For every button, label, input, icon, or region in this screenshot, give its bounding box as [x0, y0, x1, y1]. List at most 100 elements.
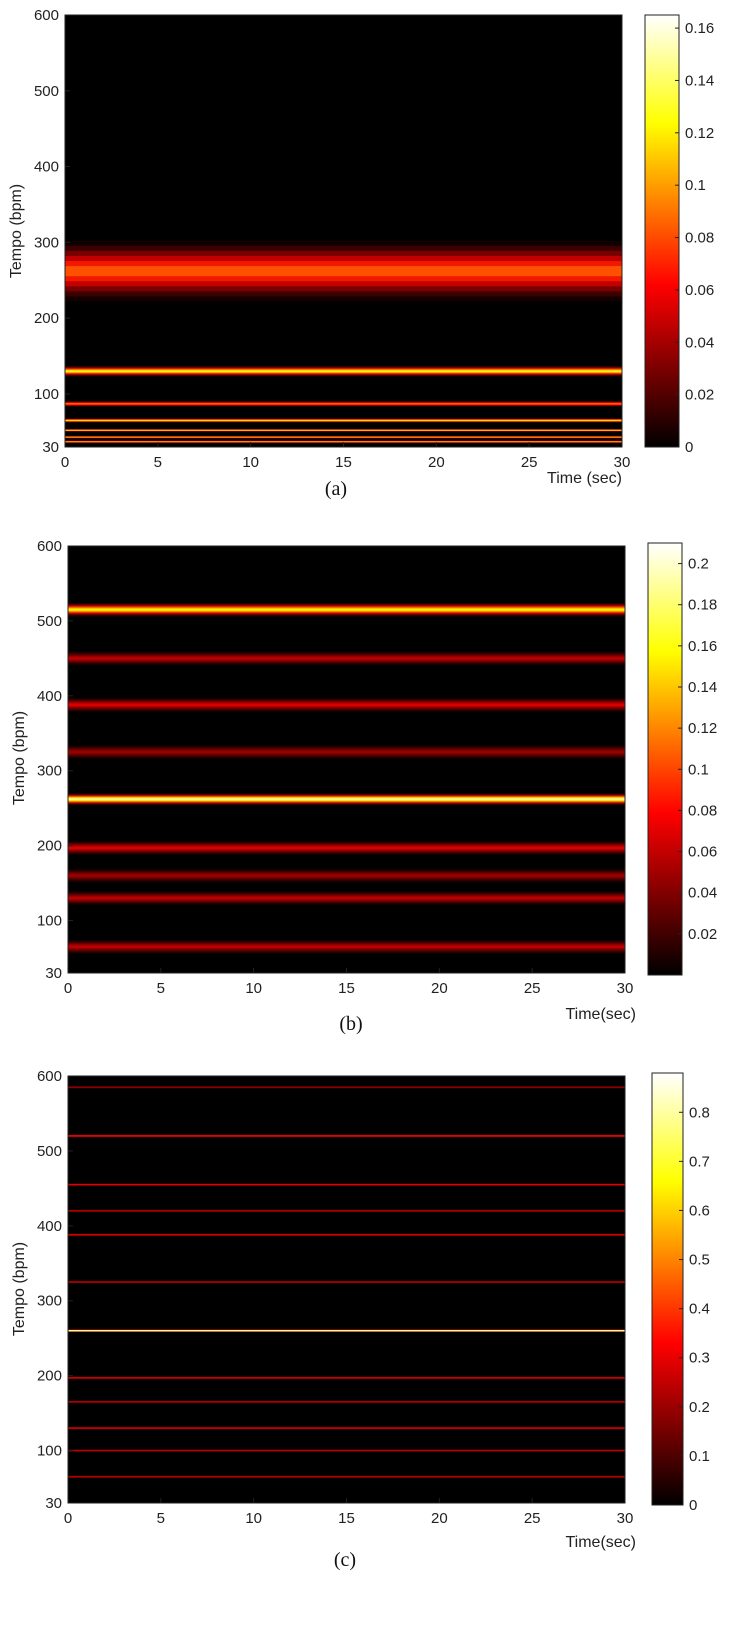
heatmap-band-455	[68, 1183, 625, 1187]
x-tick-label: 20	[431, 1510, 448, 1527]
heatmap-band-450	[68, 650, 625, 666]
y-tick-label: 30	[42, 439, 59, 456]
band-layer	[68, 1234, 625, 1236]
x-tick-label: 25	[524, 1510, 541, 1527]
x-axis-label: Time(sec)	[565, 1534, 636, 1551]
colorbar-ticks: 0 0.02 0.04 0.06 0.08 0.1 0.12 0.14 0.16	[675, 20, 714, 456]
y-tick-label: 200	[37, 838, 62, 855]
band-layer	[65, 370, 622, 373]
x-tick-label: 20	[428, 454, 445, 471]
x-tick-label: 5	[157, 980, 165, 997]
x-tick-label: 10	[245, 980, 262, 997]
x-tick-label: 10	[245, 1510, 262, 1527]
x-tick-label: 10	[242, 454, 259, 471]
y-tick-label: 200	[34, 310, 59, 327]
colorbar-gradient	[651, 1072, 684, 1506]
band-layer	[65, 403, 622, 405]
x-tick-label: 5	[154, 454, 162, 471]
y-tick-labels: 30 100 200 300 400 500 600	[34, 7, 70, 456]
colorbar-tick-label: 0.08	[688, 802, 717, 819]
y-tick-label: 400	[34, 159, 59, 176]
band-layer	[68, 896, 625, 900]
band-layer	[68, 1086, 625, 1088]
y-tick-label: 200	[37, 1368, 62, 1385]
x-tick-label: 15	[338, 980, 355, 997]
x-tick-label: 25	[524, 980, 541, 997]
colorbar-tick-label: 0.14	[688, 679, 717, 696]
colorbar-ticks: 0 0.1 0.2 0.3 0.4 0.5 0.6 0.7 0.8	[679, 1104, 710, 1514]
y-tick-label: 600	[37, 1068, 62, 1085]
band-layer	[68, 657, 625, 660]
x-tick-label: 30	[614, 454, 631, 471]
heatmap-band-260	[68, 1329, 625, 1333]
colorbar-tick-label: 0	[689, 1497, 697, 1514]
y-axis-label: Tempo (bpm)	[11, 1242, 28, 1336]
panel-a: 0 5 10 15 20 25 30 30 100 200 300 400 500 600 Tempo …	[8, 7, 714, 500]
x-axis-label: Time (sec)	[547, 470, 622, 487]
colorbar-tick-label: 0.04	[685, 334, 714, 351]
heatmap-band-262	[65, 240, 622, 302]
y-tick-label: 100	[34, 386, 59, 403]
heatmap-band-100	[68, 1449, 625, 1453]
colorbar-tick-label: 0.14	[685, 72, 714, 89]
band-layer	[68, 1401, 625, 1403]
band-layer	[65, 436, 622, 438]
colorbar-tick-label: 0.7	[689, 1153, 710, 1170]
colorbar-tick-label: 0.06	[688, 844, 717, 861]
colorbar-tick-label: 0.6	[689, 1202, 710, 1219]
heatmap-band-160	[68, 868, 625, 884]
caption-a: (a)	[325, 478, 347, 500]
heatmap-band-197	[68, 1376, 625, 1380]
colorbar-tick-label: 0.1	[689, 1448, 710, 1465]
colorbar-tick-label: 0.06	[685, 282, 714, 299]
colorbar-tick-label: 0.16	[685, 20, 714, 37]
x-tick-labels: 0 5 10 15 20 25 30	[64, 968, 633, 997]
heatmap-plot-c: 0 5 10 15 20 25 30 30 100 200 300 400 500 600	[37, 1068, 633, 1527]
colorbar-gradient	[647, 542, 683, 976]
band-layer	[68, 1135, 625, 1137]
y-tick-label: 600	[37, 538, 62, 555]
heatmap-band-130	[68, 1426, 625, 1430]
x-tick-label: 0	[61, 454, 69, 471]
heatmap-band-52	[65, 428, 622, 432]
colorbar-tick-label: 0.12	[685, 125, 714, 142]
panel-b: 0 5 10 15 20 25 30 30 100 200 300 400 500 600 Tempo …	[11, 538, 717, 1035]
x-tick-label: 15	[335, 454, 352, 471]
heatmap-band-165	[68, 1400, 625, 1404]
y-tick-label: 500	[34, 83, 59, 100]
band-layer	[68, 798, 625, 801]
heatmap-band-87	[65, 400, 622, 407]
panel-c: 0 5 10 15 20 25 30 30 100 200 300 400 500 600 Tempo …	[11, 1068, 710, 1571]
heatmap-band-325	[68, 1280, 625, 1284]
heatmap-plot-b: 0 5 10 15 20 25 30 30 100 200 300 400 500 600	[37, 538, 633, 997]
heatmap-band-388	[68, 1233, 625, 1237]
colorbar-tick-label: 0.2	[688, 556, 709, 573]
colorbar-tick-label: 0.08	[685, 230, 714, 247]
x-tick-label: 5	[157, 1510, 165, 1527]
heatmap-band-197	[68, 840, 625, 856]
colorbar-tick-label: 0.1	[685, 177, 706, 194]
heatmap-bands	[65, 240, 622, 444]
y-tick-label: 100	[37, 913, 62, 930]
caption-b: (b)	[339, 1013, 362, 1035]
band-layer	[68, 945, 625, 949]
colorbar-tick-label: 0.16	[688, 638, 717, 655]
colorbar-tick-label: 0.8	[689, 1104, 710, 1121]
x-tick-label: 15	[338, 1510, 355, 1527]
band-layer	[65, 429, 622, 431]
heatmap-band-65	[68, 1475, 625, 1479]
y-tick-label: 500	[37, 613, 62, 630]
band-layer	[68, 1476, 625, 1478]
heatmap-band-515	[68, 602, 625, 617]
y-tick-label: 400	[37, 688, 62, 705]
band-layer	[68, 1184, 625, 1186]
x-axis-label: Time(sec)	[565, 1006, 636, 1023]
plot-background	[65, 15, 622, 447]
heatmap-band-130	[68, 890, 625, 906]
heatmap-band-420	[68, 1209, 625, 1213]
heatmap-band-325	[68, 744, 625, 760]
y-tick-label: 100	[37, 1443, 62, 1460]
colorbar-tick-label: 0.4	[689, 1301, 710, 1318]
x-tick-label: 30	[617, 1510, 634, 1527]
